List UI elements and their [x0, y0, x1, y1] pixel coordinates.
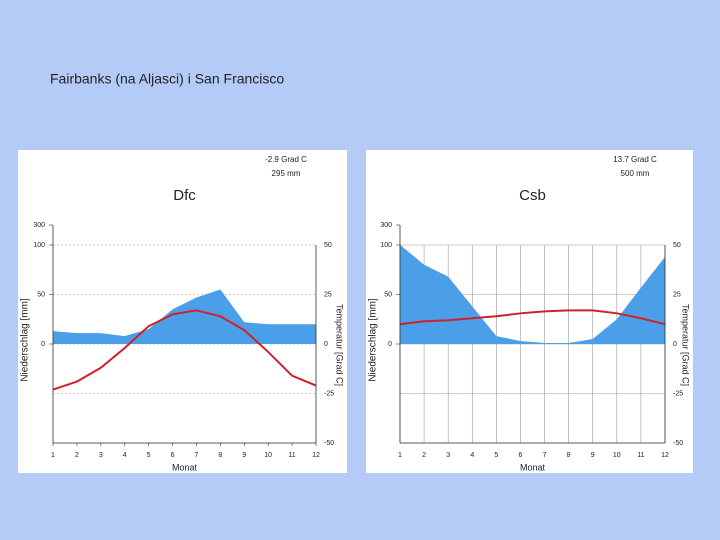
y-axis-label: Niederschlag [mm] — [368, 298, 379, 382]
y2-tick-label: 0 — [324, 341, 328, 348]
y-tick-label: 100 — [380, 242, 392, 249]
y2-tick-label: 50 — [673, 242, 681, 249]
x-axis-label: Monat — [520, 462, 546, 472]
x-tick-label: 4 — [123, 452, 127, 459]
y-tick-label: 0 — [388, 341, 392, 348]
y2-tick-label: 25 — [324, 291, 332, 298]
y2-axis-label: Temperatur [Grad C] — [681, 304, 691, 386]
y2-tick-label: -50 — [324, 440, 334, 447]
y2-axis-label: Temperatur [Grad C] — [335, 304, 345, 386]
y-tick-label: 50 — [384, 291, 392, 298]
x-tick-label: 6 — [171, 452, 175, 459]
y2-tick-label: 0 — [673, 341, 677, 348]
x-tick-label: 4 — [470, 452, 474, 459]
x-axis-label: Monat — [172, 462, 198, 472]
x-tick-label: 10 — [264, 452, 272, 459]
y-tick-label: 300 — [380, 222, 392, 229]
x-tick-label: 7 — [543, 452, 547, 459]
info-label: -2.9 Grad C — [265, 155, 307, 164]
precipitation-area — [53, 289, 316, 344]
x-tick-label: 11 — [288, 452, 295, 459]
y2-tick-label: -25 — [324, 390, 334, 397]
y2-tick-label: 25 — [673, 291, 681, 298]
y2-tick-label: -50 — [673, 440, 683, 447]
y-tick-label: 100 — [33, 242, 45, 249]
slide-title: Fairbanks (na Aljasci) i San Francisco — [50, 71, 284, 87]
x-tick-label: 6 — [519, 452, 523, 459]
info-label: 295 mm — [272, 169, 301, 178]
x-tick-label: 9 — [242, 452, 246, 459]
x-tick-label: 8 — [218, 452, 222, 459]
x-tick-label: 11 — [637, 452, 644, 459]
y-axis-label: Niederschlag [mm] — [20, 298, 31, 382]
x-tick-label: 7 — [195, 452, 199, 459]
chart-title: Dfc — [173, 187, 196, 204]
y2-tick-label: 50 — [324, 242, 332, 249]
y-tick-label: 300 — [33, 222, 45, 229]
x-tick-label: 2 — [422, 452, 426, 459]
info-label: 13.7 Grad C — [613, 155, 657, 164]
x-tick-label: 12 — [661, 452, 669, 459]
temperature-line — [399, 309, 666, 326]
x-tick-label: 1 — [51, 452, 55, 459]
y2-tick-label: -25 — [673, 390, 683, 397]
x-tick-label: 3 — [99, 452, 103, 459]
y-tick-label: 0 — [41, 341, 45, 348]
x-tick-label: 3 — [446, 452, 450, 459]
x-tick-label: 9 — [591, 452, 595, 459]
x-tick-label: 5 — [494, 452, 498, 459]
x-tick-label: 5 — [147, 452, 151, 459]
x-tick-label: 2 — [75, 452, 79, 459]
temperature-line — [52, 309, 317, 391]
info-label: 500 mm — [621, 169, 650, 178]
x-tick-label: 10 — [613, 452, 621, 459]
x-tick-label: 12 — [312, 452, 320, 459]
x-tick-label: 8 — [567, 452, 571, 459]
y-tick-label: 50 — [37, 291, 45, 298]
chart-title: Csb — [519, 187, 546, 204]
x-tick-label: 1 — [398, 452, 402, 459]
